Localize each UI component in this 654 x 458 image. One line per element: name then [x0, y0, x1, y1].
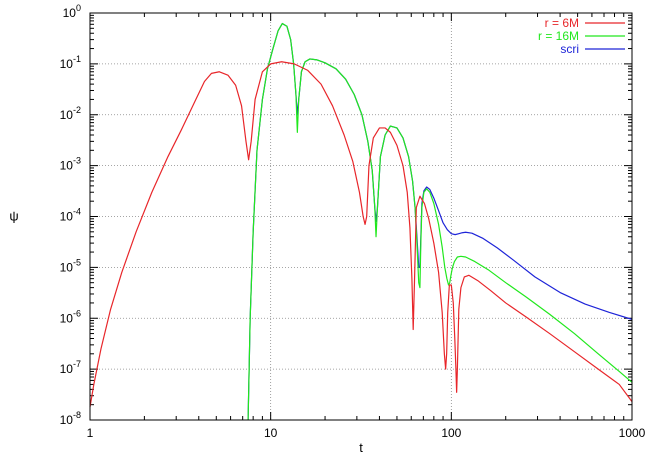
x-axis-label: t [359, 440, 363, 455]
y-tick-base: 10 [60, 210, 74, 224]
x-tick-labels: 1 10 100 1000 [87, 426, 646, 440]
y-tick-base: 10 [60, 159, 74, 173]
y-tick-exponent: -1 [73, 54, 81, 64]
y-tick-exponent: -8 [73, 410, 81, 420]
legend-label-3: scri [560, 42, 579, 56]
y-tick-base: 10 [60, 311, 74, 325]
y-tick-exponent: -5 [73, 257, 81, 267]
x-tick-label: 1000 [619, 426, 646, 440]
y-tick-label: 10-8 [60, 410, 81, 427]
y-tick-exponent: -2 [73, 105, 81, 115]
plot-frame [89, 12, 633, 421]
y-tick-label: 10-2 [60, 105, 81, 122]
y-tick-label: 10-7 [60, 359, 81, 376]
y-tick-label: 10-4 [60, 207, 81, 224]
grid [90, 13, 632, 420]
y-tick-exponent: 0 [76, 3, 81, 13]
y-tick-base: 10 [60, 108, 74, 122]
y-tick-exponent: -6 [73, 308, 81, 318]
y-tick-label: 10-5 [60, 257, 81, 274]
y-tick-base: 10 [60, 260, 74, 274]
y-tick-exponent: -7 [73, 359, 81, 369]
legend-label-2: r = 16M [538, 29, 579, 43]
y-tick-base: 10 [63, 6, 77, 20]
x-tick-label: 100 [441, 426, 461, 440]
y-tick-label: 100 [63, 3, 81, 20]
y-tick-label: 10-3 [60, 156, 81, 173]
x-tick-label: 10 [264, 426, 278, 440]
y-axis-label: ψ [9, 209, 18, 224]
y-tick-exponent: -4 [73, 207, 81, 217]
y-tick-base: 10 [60, 57, 74, 71]
legend-label-1: r = 6M [545, 16, 579, 30]
series-layer [89, 22, 633, 421]
y-tick-label: 10-1 [60, 54, 81, 71]
x-tick-label: 1 [87, 426, 94, 440]
series-line-1 [89, 61, 633, 408]
y-tick-label: 10-6 [60, 308, 81, 325]
y-tick-base: 10 [60, 413, 74, 427]
y-tick-base: 10 [60, 362, 74, 376]
y-tick-exponent: -3 [73, 156, 81, 166]
